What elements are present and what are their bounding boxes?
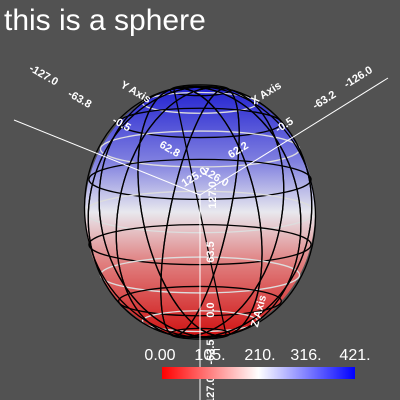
z-tick-label: 0.0 [205, 302, 217, 317]
scalar-bar-label: 316. [290, 347, 321, 364]
axes [13, 77, 389, 400]
mesh-line [118, 107, 282, 139]
scalar-bar-label: 210. [244, 347, 275, 364]
scalar-bar-labels: 0.00 105. 210. 316. 421. [144, 347, 370, 364]
mesh-line [98, 86, 302, 338]
z-tick-label: 63.5 [205, 241, 217, 262]
mesh-line [87, 85, 313, 339]
title: this is a sphere [4, 4, 206, 37]
scalar-bar-label: 105. [194, 347, 225, 364]
z-tick-label: -127.0 [205, 376, 217, 400]
scalar-bar-label: 0.00 [144, 347, 175, 364]
scalar-bar [162, 367, 355, 379]
z-tick-label: 127.0 [207, 181, 219, 209]
scalar-bar-label: 421. [339, 347, 370, 364]
z-tick-label: -63.5 [205, 339, 217, 364]
